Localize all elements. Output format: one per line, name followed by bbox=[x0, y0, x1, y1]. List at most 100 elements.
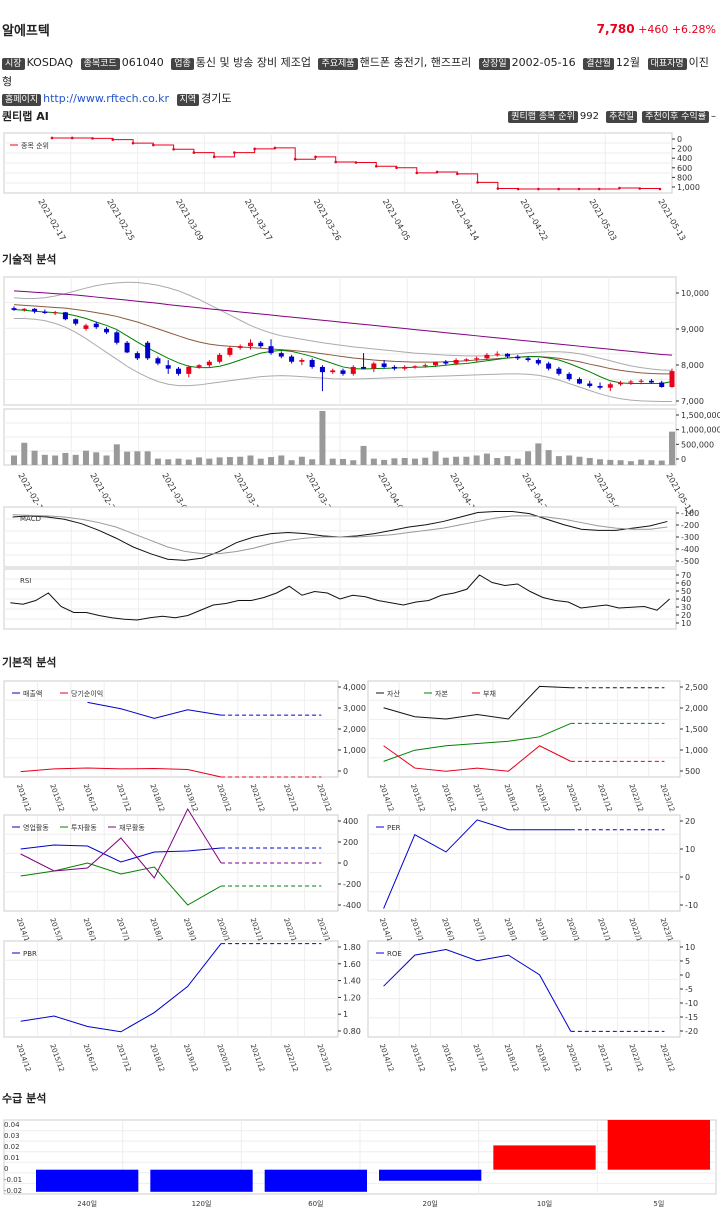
rsi-y-tick-label: 60 bbox=[681, 579, 691, 588]
fund-chart-2-y-tick-label: 1,500 bbox=[685, 725, 708, 734]
fund-chart-2-x-tick-label: 2023/12 bbox=[659, 783, 676, 813]
fund-chart-1-legend-label: 당기순이익 bbox=[71, 689, 103, 698]
volume-bar bbox=[340, 458, 346, 465]
volume-bar bbox=[453, 456, 460, 465]
volume-y-tick-label: 1,500,000 bbox=[681, 411, 720, 420]
supply-x-label: 20일 bbox=[422, 1199, 437, 1208]
volume-bar bbox=[288, 460, 295, 465]
fund-chart-1-x-tick-label: 2020/12 bbox=[215, 783, 232, 813]
volume-bar bbox=[103, 455, 110, 465]
volume-bar bbox=[442, 457, 449, 465]
volume-bar bbox=[473, 455, 480, 465]
fund-chart-5-y-tick-label: 1.20 bbox=[343, 993, 361, 1002]
fund-chart-2-legend-label: 부채 bbox=[483, 689, 496, 698]
rsi-y-tick-label: 50 bbox=[681, 587, 691, 596]
candle-body bbox=[556, 368, 562, 374]
fund-chart-3-series-0 bbox=[20, 844, 222, 863]
rsi-y-tick-label: 10 bbox=[681, 619, 691, 628]
volume-bar bbox=[566, 455, 573, 465]
rank-point bbox=[212, 155, 216, 159]
market-value: KOSDAQ bbox=[26, 56, 74, 69]
volume-bar bbox=[268, 457, 275, 465]
fund-chart-5-y-tick-label: 1 bbox=[343, 1010, 348, 1019]
rank-point bbox=[618, 186, 621, 190]
supply-bar bbox=[379, 1169, 482, 1181]
volume-bar bbox=[494, 458, 501, 465]
rsi-series-0 bbox=[10, 574, 670, 621]
rank-step-line bbox=[315, 156, 337, 163]
macd-y-tick-label: -400 bbox=[681, 545, 699, 554]
candle-body bbox=[546, 363, 552, 369]
fund-chart-6-x-tick-label: 2017/12 bbox=[471, 1043, 488, 1073]
candle-body bbox=[21, 308, 27, 310]
volume-bar bbox=[93, 452, 100, 465]
macd-label: MACD bbox=[20, 515, 41, 523]
volume-bar bbox=[576, 456, 583, 465]
price-ma-short-line bbox=[13, 309, 673, 385]
macd-series-1 bbox=[12, 514, 668, 555]
volume-bar bbox=[360, 445, 367, 465]
macd-y-tick-label: -500 bbox=[681, 557, 699, 566]
supply-bar bbox=[36, 1169, 139, 1192]
volume-bar bbox=[329, 458, 336, 465]
candle-body bbox=[176, 368, 181, 374]
rank-step-line bbox=[153, 144, 175, 150]
price-bb-upper-line bbox=[13, 281, 673, 371]
products-value: 핸드폰 충전기, 핸즈프리 bbox=[359, 56, 472, 69]
volume-bar bbox=[391, 458, 398, 465]
homepage-tag: 홈페이지 bbox=[2, 94, 42, 106]
fund-chart-1-x-tick-label: 2017/12 bbox=[115, 783, 132, 813]
quant-section-title: 퀀티랩 AI bbox=[2, 110, 49, 123]
volume-bar bbox=[422, 457, 429, 465]
fund-chart-2-x-tick-label: 2019/12 bbox=[534, 783, 551, 813]
listed-tag: 상장일 bbox=[478, 58, 510, 70]
candle-body bbox=[484, 354, 490, 359]
fund-chart-2-x-tick-label: 2021/12 bbox=[596, 783, 613, 813]
industry-tag: 업종 bbox=[171, 58, 194, 70]
fund-chart-2-x-tick-label: 2017/12 bbox=[471, 783, 488, 813]
volume-bar bbox=[401, 458, 408, 465]
rank-step-line bbox=[193, 152, 215, 157]
fund-chart-1-series-1 bbox=[20, 767, 222, 778]
candle-body bbox=[659, 382, 665, 388]
candle-body bbox=[124, 342, 130, 353]
rsi-y-tick-label: 70 bbox=[681, 571, 691, 580]
supply-y-tick-label: -0.02 bbox=[4, 1187, 22, 1195]
fund-chart-6-legend-label: ROE bbox=[387, 950, 402, 958]
candle-body bbox=[32, 308, 38, 312]
candle-body bbox=[165, 365, 171, 369]
fund-chart-3-y-tick-label: -400 bbox=[343, 901, 361, 910]
fund-section-title: 기본적 분석 bbox=[2, 656, 57, 669]
fund-chart-6-x-tick-label: 2019/12 bbox=[534, 1043, 551, 1073]
candle-body bbox=[381, 363, 387, 367]
volume-bar bbox=[638, 459, 645, 465]
fund-chart-6-x-tick-label: 2021/12 bbox=[596, 1043, 613, 1073]
region-tag: 지역 bbox=[176, 94, 200, 106]
code-tag: 종목코드 bbox=[80, 58, 120, 70]
candle-body bbox=[52, 312, 58, 314]
volume-bar bbox=[319, 411, 326, 465]
volume-bar bbox=[113, 444, 120, 465]
volume-bar bbox=[31, 450, 38, 465]
rank-point bbox=[374, 165, 378, 168]
homepage-link[interactable]: http://www.rftech.co.kr bbox=[43, 92, 170, 105]
fund-chart-2-y-tick-label: 500 bbox=[685, 767, 700, 776]
fund-chart-5-x-tick-label: 2014/12 bbox=[15, 1043, 32, 1073]
candle-body bbox=[412, 366, 418, 368]
candle-body bbox=[391, 366, 397, 369]
candle-body bbox=[463, 359, 469, 361]
listed-value: 2002-05-16 bbox=[511, 56, 576, 69]
fund-chart-3-y-tick-label: 400 bbox=[343, 817, 358, 826]
rank-point bbox=[537, 187, 540, 191]
fund-chart-6-x-tick-label: 2016/12 bbox=[440, 1043, 457, 1073]
fund-chart-1-x-tick-label: 2014/12 bbox=[15, 783, 32, 813]
volume-bar bbox=[11, 455, 17, 465]
fund-chart-2-legend-label: 자산 bbox=[387, 689, 400, 698]
volume-bar bbox=[165, 459, 172, 465]
candle-body bbox=[422, 365, 428, 367]
volume-bar bbox=[627, 461, 634, 465]
fund-chart-1-x-tick-label: 2023/12 bbox=[315, 783, 332, 813]
fund-chart-3-legend-label: 투자활동 bbox=[71, 823, 97, 832]
volume-bar bbox=[21, 442, 28, 465]
